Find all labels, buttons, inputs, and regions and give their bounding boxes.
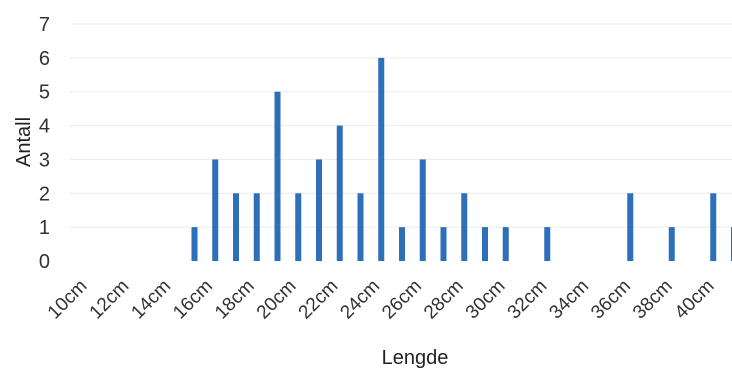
bar bbox=[419, 159, 426, 261]
y-tick-label: 0 bbox=[39, 251, 50, 273]
bar bbox=[233, 193, 239, 261]
y-tick-labels: 0 1 2 3 4 5 6 7 bbox=[39, 14, 50, 273]
bar bbox=[212, 159, 219, 261]
bar bbox=[668, 227, 675, 261]
x-tick-label: 20cm bbox=[253, 276, 301, 324]
bar bbox=[274, 91, 281, 262]
y-tick-label: 5 bbox=[39, 82, 50, 104]
bar bbox=[336, 125, 343, 261]
y-tick-label: 6 bbox=[39, 48, 50, 70]
bar bbox=[544, 227, 551, 261]
y-tick-label: 4 bbox=[39, 116, 50, 138]
x-tick-label: 14cm bbox=[127, 276, 175, 324]
bar bbox=[710, 193, 717, 261]
x-tick-label: 30cm bbox=[462, 276, 510, 324]
bar bbox=[316, 159, 322, 261]
bar bbox=[627, 193, 634, 261]
x-tick-label: 26cm bbox=[378, 276, 426, 324]
y-tick-label: 2 bbox=[39, 183, 50, 205]
x-tick-label: 34cm bbox=[545, 276, 593, 324]
bar bbox=[253, 193, 260, 261]
y-tick-label: 1 bbox=[39, 217, 50, 239]
grid-layer bbox=[70, 23, 732, 228]
x-tick-label: 16cm bbox=[169, 276, 217, 324]
x-tick-label: 36cm bbox=[587, 276, 635, 324]
bar bbox=[191, 227, 198, 261]
bar bbox=[482, 227, 488, 261]
y-tick-label: 3 bbox=[39, 149, 50, 171]
bar bbox=[502, 227, 509, 261]
x-tick-label: 24cm bbox=[336, 276, 384, 324]
x-tick-label: 18cm bbox=[211, 276, 259, 324]
x-tick-label: 12cm bbox=[86, 276, 134, 324]
bar bbox=[461, 193, 468, 261]
x-tick-label: 22cm bbox=[295, 276, 343, 324]
bar bbox=[440, 227, 447, 261]
x-tick-label: 40cm bbox=[671, 276, 719, 324]
bar bbox=[295, 193, 302, 261]
x-axis-title: Lengde bbox=[382, 347, 449, 369]
x-tick-label: 38cm bbox=[629, 276, 677, 324]
x-tick-labels: 10cm12cm14cm16cm18cm20cm22cm24cm26cm28cm… bbox=[44, 276, 719, 324]
x-tick-label: 32cm bbox=[504, 276, 552, 324]
bar bbox=[378, 57, 385, 261]
bar bbox=[357, 193, 364, 261]
bar bbox=[399, 227, 405, 261]
y-axis-title: Antall bbox=[13, 117, 35, 167]
x-tick-label: 28cm bbox=[420, 276, 468, 324]
y-tick-label: 7 bbox=[39, 14, 50, 36]
x-tick-label: 10cm bbox=[44, 276, 92, 324]
